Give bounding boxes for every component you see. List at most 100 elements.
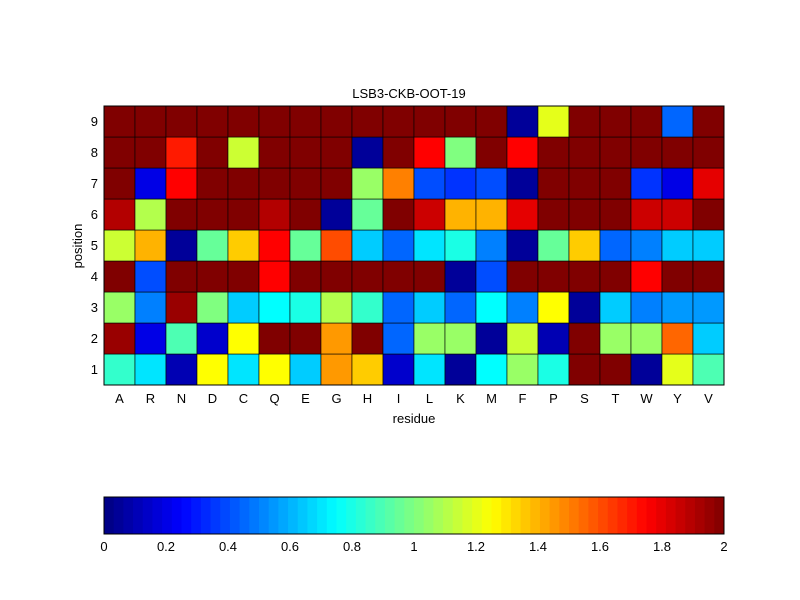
heatmap-cell-A-9 [103, 105, 136, 138]
heatmap-cell-F-8 [506, 136, 539, 169]
colorbar-tick-label: 1.8 [653, 539, 671, 554]
heatmap-cell-D-8 [196, 136, 229, 169]
heatmap-cell-D-4 [196, 260, 229, 293]
heatmap-cell-P-3 [537, 291, 570, 324]
heatmap-cell-E-9 [289, 105, 322, 138]
x-tick-label-L: L [426, 391, 433, 406]
heatmap-cell-G-1 [320, 353, 353, 386]
heatmap-cell-H-2 [351, 322, 384, 355]
heatmap-cell-H-5 [351, 229, 384, 262]
heatmap-cell-D-9 [196, 105, 229, 138]
heatmap-cell-N-2 [165, 322, 198, 355]
heatmap-cell-T-1 [599, 353, 632, 386]
heatmap-cell-P-7 [537, 167, 570, 200]
heatmap-cell-Y-2 [661, 322, 694, 355]
heatmap-cell-F-1 [506, 353, 539, 386]
heatmap-cell-V-7 [692, 167, 725, 200]
colorbar-segment [249, 497, 260, 534]
colorbar-ticks: 0 0.2 0.4 0.6 0.8 1 1.2 1.4 1.6 1.8 2 [100, 539, 727, 554]
x-tick-label-A: A [115, 391, 124, 406]
x-tick-label-K: K [456, 391, 465, 406]
colorbar-segment [675, 497, 686, 534]
colorbar-segment [530, 497, 541, 534]
heatmap-cell-G-5 [320, 229, 353, 262]
heatmap-cell-S-3 [568, 291, 601, 324]
heatmap-cell-E-2 [289, 322, 322, 355]
y-tick-label-2: 2 [91, 331, 98, 346]
colorbar-segment [123, 497, 134, 534]
heatmap-cell-E-3 [289, 291, 322, 324]
x-tick-label-G: G [331, 391, 341, 406]
x-tick-label-R: R [146, 391, 155, 406]
heatmap-cell-H-9 [351, 105, 384, 138]
heatmap-cell-L-5 [413, 229, 446, 262]
heatmap-cell-C-1 [227, 353, 260, 386]
heatmap-cell-S-6 [568, 198, 601, 231]
x-tick-label-P: P [549, 391, 558, 406]
heatmap-cell-Q-4 [258, 260, 291, 293]
colorbar-segment [472, 497, 483, 534]
heatmap-cell-E-7 [289, 167, 322, 200]
x-tick-label-N: N [177, 391, 186, 406]
heatmap-cell-H-8 [351, 136, 384, 169]
heatmap-cell-F-6 [506, 198, 539, 231]
heatmap-cell-V-9 [692, 105, 725, 138]
heatmap-cell-G-7 [320, 167, 353, 200]
colorbar-segment [307, 497, 318, 534]
colorbar-tick-label: 0.6 [281, 539, 299, 554]
heatmap-cell-K-2 [444, 322, 477, 355]
heatmap-cell-C-7 [227, 167, 260, 200]
heatmap-cell-L-8 [413, 136, 446, 169]
heatmap-cell-V-3 [692, 291, 725, 324]
colorbar-segment [278, 497, 289, 534]
heatmap-cell-K-1 [444, 353, 477, 386]
x-tick-label-F: F [519, 391, 527, 406]
heatmap-cell-E-6 [289, 198, 322, 231]
heatmap-cell-N-8 [165, 136, 198, 169]
colorbar-segment [210, 497, 221, 534]
heatmap-cell-F-5 [506, 229, 539, 262]
heatmap-cell-A-1 [103, 353, 136, 386]
heatmap-cell-W-8 [630, 136, 663, 169]
colorbar-tick-label: 1 [410, 539, 417, 554]
heatmap-cell-C-8 [227, 136, 260, 169]
colorbar-segment [113, 497, 124, 534]
colorbar-segment [191, 497, 202, 534]
heatmap-cell-S-4 [568, 260, 601, 293]
heatmap-cell-C-4 [227, 260, 260, 293]
colorbar-segment [317, 497, 328, 534]
heatmap-cell-S-5 [568, 229, 601, 262]
heatmap-cell-P-4 [537, 260, 570, 293]
colorbar-segment [598, 497, 609, 534]
heatmap-cell-L-1 [413, 353, 446, 386]
x-tick-label-E: E [301, 391, 310, 406]
heatmap-cell-T-8 [599, 136, 632, 169]
heatmap-cell-R-3 [134, 291, 167, 324]
heatmap-cell-Y-5 [661, 229, 694, 262]
heatmap-cell-W-2 [630, 322, 663, 355]
heatmap-cell-H-6 [351, 198, 384, 231]
colorbar-segment [375, 497, 386, 534]
heatmap-cell-D-7 [196, 167, 229, 200]
colorbar-segment [617, 497, 628, 534]
heatmap-cell-T-7 [599, 167, 632, 200]
heatmap-cell-T-3 [599, 291, 632, 324]
heatmap-cell-W-6 [630, 198, 663, 231]
colorbar-segment [336, 497, 347, 534]
heatmap-cell-S-8 [568, 136, 601, 169]
heatmap-cell-T-4 [599, 260, 632, 293]
heatmap-cell-R-9 [134, 105, 167, 138]
colorbar-segment [171, 497, 182, 534]
x-tick-label-W: W [640, 391, 653, 406]
heatmap-cell-V-5 [692, 229, 725, 262]
heatmap-cell-W-9 [630, 105, 663, 138]
colorbar-segment [346, 497, 357, 534]
colorbar-segment [152, 497, 163, 534]
heatmap-cell-Y-1 [661, 353, 694, 386]
heatmap-cell-A-5 [103, 229, 136, 262]
colorbar-segment [162, 497, 173, 534]
heatmap-cell-E-4 [289, 260, 322, 293]
colorbar-segment [288, 497, 299, 534]
